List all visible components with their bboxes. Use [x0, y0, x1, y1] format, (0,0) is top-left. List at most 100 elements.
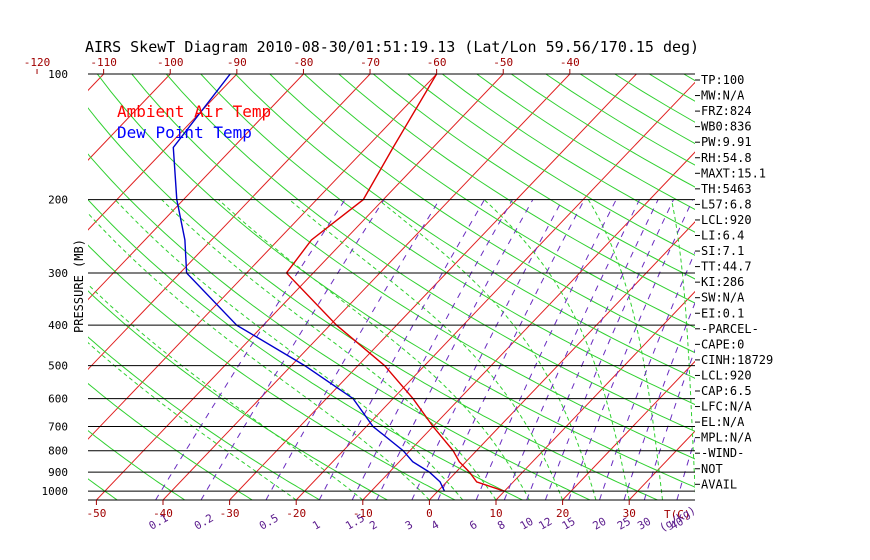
top-temp-tick-label: -90: [227, 56, 247, 69]
moist-adiabat-line: [88, 341, 297, 500]
mixing-ratio-line: [265, 199, 440, 500]
mixing-ratio-tick-label: 15: [560, 515, 578, 533]
moist-adiabat-line: [88, 212, 430, 500]
index-item: SW:N/A: [701, 291, 745, 305]
mixing-ratio-line: [643, 348, 695, 500]
dry-adiabat-line: [88, 153, 591, 500]
pressure-tick-label: 300: [48, 267, 68, 280]
dry-adiabat-line: [200, 74, 695, 406]
isotherm-line: [88, 74, 437, 440]
top-temp-tick-label: -100: [157, 56, 184, 69]
index-item: AVAIL: [701, 477, 737, 491]
pressure-tick-label: 400: [48, 319, 68, 332]
pressure-tick-label: 100: [48, 68, 68, 81]
mixing-ratio-line: [568, 199, 694, 500]
temp-unit-label: T(C): [664, 508, 691, 521]
bottom-temp-tick-label: -10: [353, 507, 373, 520]
mixing-ratio-tick-label: 12: [536, 515, 554, 533]
index-item: LFC:N/A: [701, 400, 752, 414]
dry-adiabat-line: [234, 74, 695, 379]
index-item: NOT: [701, 462, 723, 476]
ambient-air-temp-line: [285, 74, 505, 492]
mixing-ratio-line: [544, 199, 674, 500]
dry-adiabat-line: [88, 382, 253, 500]
isotherm-line: [295, 81, 695, 500]
index-item: RH:54.8: [701, 151, 752, 165]
index-item: MPL:N/A: [701, 431, 752, 445]
isotherm-line: [162, 74, 571, 500]
moist-adiabat-line: [377, 199, 597, 500]
bottom-temp-tick-label: -50: [86, 507, 106, 520]
legend-ambient-air-temp: Ambient Air Temp: [117, 102, 271, 121]
bottom-temp-tick-label: -20: [286, 507, 306, 520]
dew-point-temp-line: [172, 74, 446, 492]
bottom-temp-tick-label: -30: [220, 507, 240, 520]
pressure-tick-label: 800: [48, 445, 68, 458]
index-item: WB0:836: [701, 120, 752, 134]
pressure-tick-label: 600: [48, 393, 68, 406]
index-item: TH:5463: [701, 182, 752, 196]
isotherm-line: [495, 290, 695, 500]
index-item: PW:9.91: [701, 135, 752, 149]
dry-adiabat-line: [372, 74, 695, 280]
legend: Ambient Air Temp Dew Point Temp: [117, 102, 271, 142]
index-item: TT:44.7: [701, 260, 752, 274]
index-item: TP:100: [701, 73, 744, 87]
dry-adiabat-line: [88, 107, 658, 500]
mixing-ratio-line: [351, 199, 513, 500]
legend-dew-point-temp: Dew Point Temp: [117, 123, 252, 142]
pressure-tick-label: 700: [48, 421, 68, 434]
mixing-ratio-line: [375, 199, 534, 500]
index-item: LI:6.4: [701, 229, 744, 243]
index-item: MAXT:15.1: [701, 166, 766, 180]
dry-adiabat-line: [88, 290, 388, 500]
bottom-temp-tick-label: 0: [426, 507, 433, 520]
pressure-tick-label: 200: [48, 194, 68, 207]
mixing-ratio-line: [623, 301, 695, 500]
dry-adiabat-line: [88, 336, 321, 500]
index-item: EI:0.1: [701, 306, 744, 320]
axes: 0.1 0.2 0.5 1 1.5 2 3 4 6 8 10 12 15 20 25 30 4010020030…: [24, 56, 695, 533]
dry-adiabat-line: [338, 74, 695, 304]
isotherm-line: [88, 74, 371, 371]
dry-adiabat-line: [131, 74, 695, 460]
bottom-temp-tick-label: 10: [489, 507, 502, 520]
index-item: -PARCEL-: [701, 322, 759, 336]
mixing-ratio-line: [676, 437, 695, 500]
mixing-ratio-line: [200, 199, 385, 500]
mixing-ratio-tick-label: 40: [668, 515, 686, 533]
mixing-ratio-line: [411, 199, 563, 500]
dry-adiabat-line: [88, 199, 523, 500]
isotherm-line: [229, 74, 637, 500]
dry-adiabat-line: [303, 74, 695, 329]
mixing-ratio-line: [599, 250, 695, 500]
index-item: -WIND-: [701, 446, 744, 460]
mixing-ratio-line: [475, 199, 617, 500]
dry-adiabat-line: [88, 430, 186, 500]
bottom-temp-tick-label: -40: [153, 507, 173, 520]
dry-adiabat-line: [269, 74, 695, 354]
index-item: LCL:920: [701, 368, 752, 382]
index-item: L57:6.8: [701, 197, 752, 211]
mixing-ratio-tick-label: 10: [518, 515, 536, 533]
index-item: EL:N/A: [701, 415, 745, 429]
index-item: KI:286: [701, 275, 744, 289]
top-temp-tick-label: -40: [560, 56, 580, 69]
dry-adiabat-line: [96, 74, 695, 488]
top-temp-tick-label: -120: [24, 56, 51, 69]
index-item: CAP:6.5: [701, 384, 752, 398]
moist-adiabat-line: [88, 283, 364, 500]
pressure-tick-label: 500: [48, 360, 68, 373]
mixing-ratio-line: [318, 199, 485, 500]
pressure-tick-label: 1000: [42, 485, 69, 498]
bottom-temp-tick-label: 30: [623, 507, 636, 520]
top-temp-tick-label: -50: [493, 56, 513, 69]
top-temp-tick-label: -80: [293, 56, 313, 69]
moist-adiabat-line: [288, 199, 564, 500]
index-item: LCL:920: [701, 213, 752, 227]
moist-adiabat-line: [161, 199, 497, 500]
dry-adiabat-line: [165, 74, 695, 432]
